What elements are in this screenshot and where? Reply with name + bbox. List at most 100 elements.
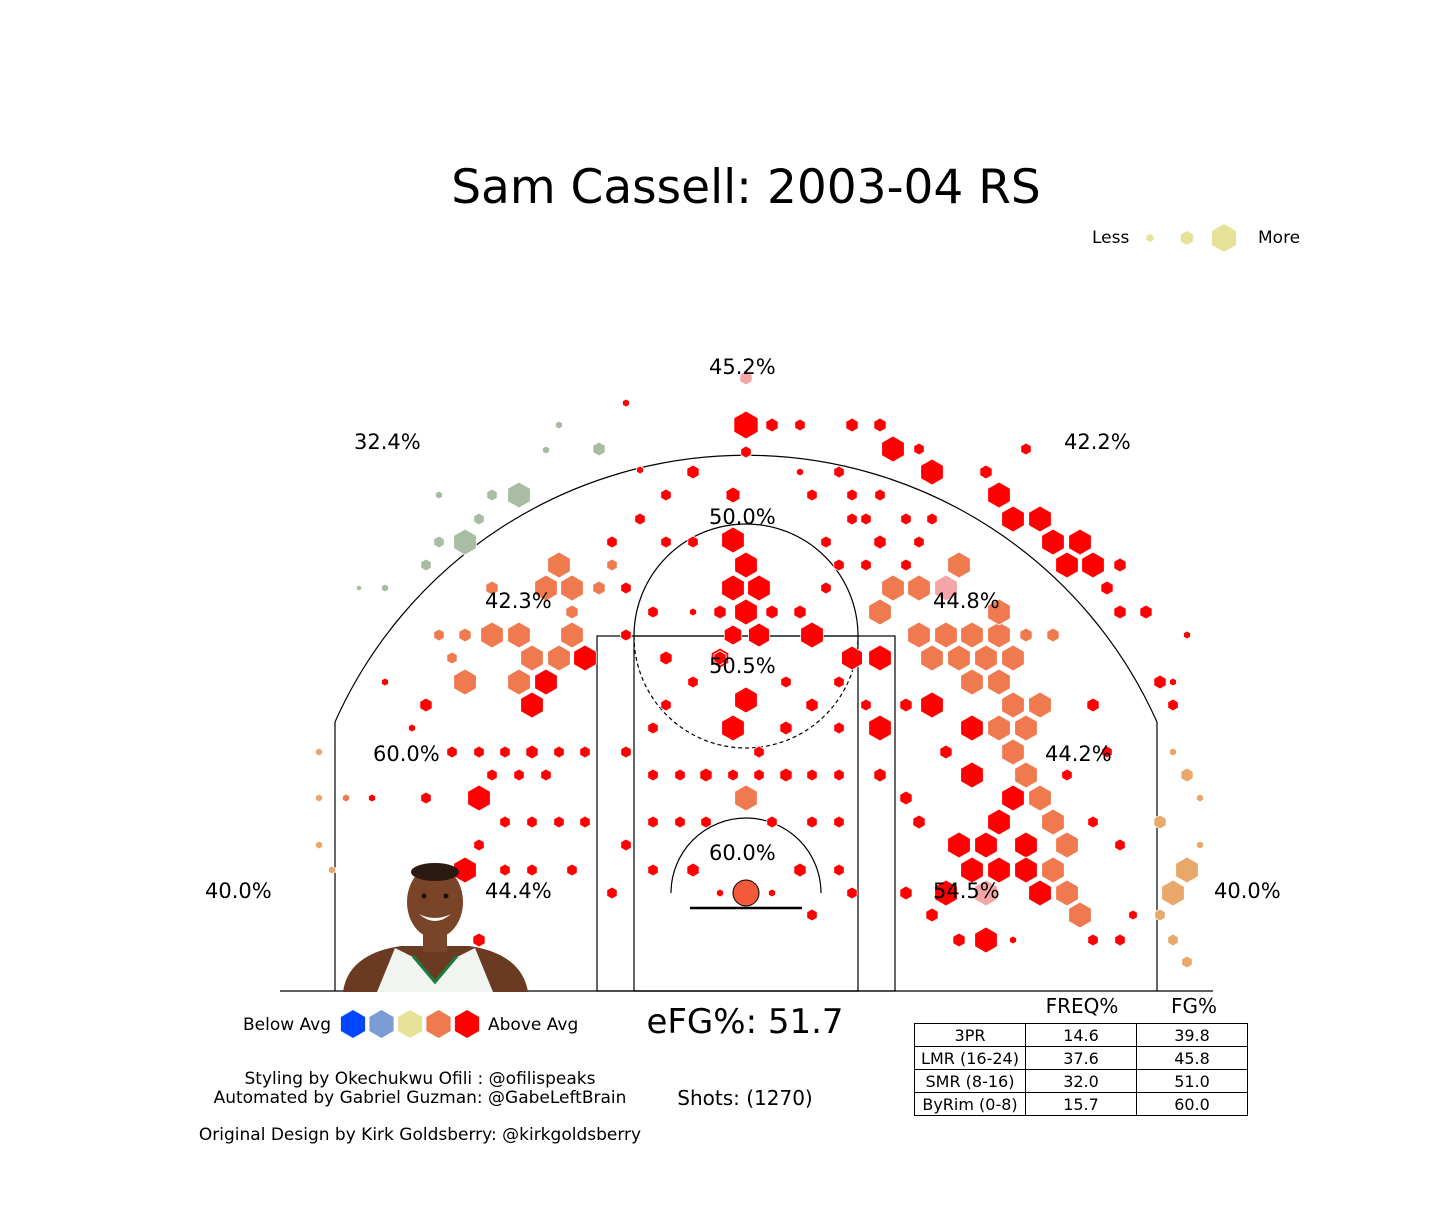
hex-bin [881,574,905,602]
hex-bin [1055,831,1079,859]
hex-bin [873,767,887,783]
hex-bin [987,621,1011,649]
hex-bin [740,445,752,459]
hex-bin [433,628,445,642]
hex-bin [1061,768,1073,782]
hex-bin [1068,901,1092,929]
hex-bin [1114,933,1126,947]
hex-bin [420,558,432,572]
hex-bin [1014,761,1038,789]
hex-bin [513,768,525,782]
hex-bin [1041,856,1065,884]
hex-bin [900,512,912,526]
row-label: ByRim (0-8) [914,1092,1026,1116]
hex-bin [868,598,892,626]
hex-bin [846,488,858,502]
hex-bin [713,650,727,666]
hex-bin [1101,745,1113,759]
hex-bin [947,644,971,672]
color-legend-below: Below Avg [243,1015,332,1035]
hex-bin [833,721,845,735]
table-row: 3PR 14.6 39.8 [914,1023,1248,1047]
zone-label-wing-3-right: 42.2% [1064,430,1131,454]
row-freq: 32.0 [1025,1069,1137,1093]
hex-bin [647,721,659,735]
hex-bin [520,644,544,672]
hex-bin [453,856,477,884]
hex-bin [987,714,1011,742]
size-legend-more: More [1258,228,1301,248]
hex-bin [748,622,770,648]
hex-bin [860,698,872,712]
hex-bin [507,481,531,509]
zone-label-free-throw: 50.5% [709,654,776,678]
efg-value: eFG%: 51.7 [646,1002,844,1042]
hex-bin [1167,698,1179,712]
zone-label-right-baseline-2: 54.5% [933,879,1000,903]
hex-bin [873,534,887,550]
hex-bin [1154,908,1166,922]
hex-bin [1014,856,1038,884]
hex-bin [794,418,806,432]
hex-bin [485,580,499,596]
shots-count: Shots: (1270) [677,1086,813,1110]
hex-bin [687,535,699,549]
hex-bin [1041,528,1065,556]
free-throw-circle-bottom [633,635,859,749]
hex-bin [820,581,832,595]
hex-bin [987,481,1011,509]
hex-bin [860,512,872,526]
hex-bin [974,831,998,859]
hex-bin [458,627,472,643]
hex-bin [620,838,632,852]
hex-bin [1128,909,1138,921]
hex-bin [660,488,672,502]
hex-bin [1001,784,1025,812]
hex-bin [716,888,724,898]
hex-bin [1180,767,1194,783]
hex-bin [565,604,579,620]
hex-bin [1153,814,1167,830]
lane-inner [633,635,859,992]
stats-table: 3PR 14.6 39.8 LMR (16-24) 37.6 45.8 SMR … [914,1023,1248,1116]
hex-bin [833,815,845,829]
row-freq: 14.6 [1025,1023,1137,1047]
hex-bin [1055,879,1079,907]
hex-bin [1139,604,1153,620]
hex-bin [833,558,845,572]
hex-bin [806,815,818,829]
hex-bin [860,558,872,572]
hex-bin [473,838,485,852]
legends [340,224,1237,1038]
hex-bin [721,574,745,602]
hex-bin [620,745,632,759]
hex-bin [1161,879,1185,907]
hex-bin [806,488,818,502]
hex-bin [1019,627,1033,643]
color-legend-above: Above Avg [488,1015,579,1035]
hex-bin [606,558,618,572]
chart-title: Sam Cassell: 2003-04 RS [451,160,1041,215]
hex-bin [606,886,618,900]
hex-bin [765,417,779,433]
hex-bin [1167,933,1179,947]
hex-bin [368,793,376,803]
hex-bin [1196,793,1204,803]
hex-bin [1009,935,1017,945]
hex-bin [547,551,571,579]
hex-bin [987,808,1011,836]
hex-bin [534,668,558,696]
hex-bin [1175,856,1199,884]
rim-ball [732,879,760,907]
credit-styling: Styling by Okechukwu Ofili : @ofilispeak… [244,1069,596,1089]
zone-label-right-wing-2: 44.2% [1045,742,1112,766]
hex-bin [620,581,632,595]
hex-bin [686,464,700,480]
hex-bin [408,723,416,733]
hex-bin [1169,747,1177,757]
hex-bin [634,512,646,526]
hex-bin [734,686,758,714]
color-legend-swatch [340,1010,366,1038]
hex-bin [974,879,998,907]
